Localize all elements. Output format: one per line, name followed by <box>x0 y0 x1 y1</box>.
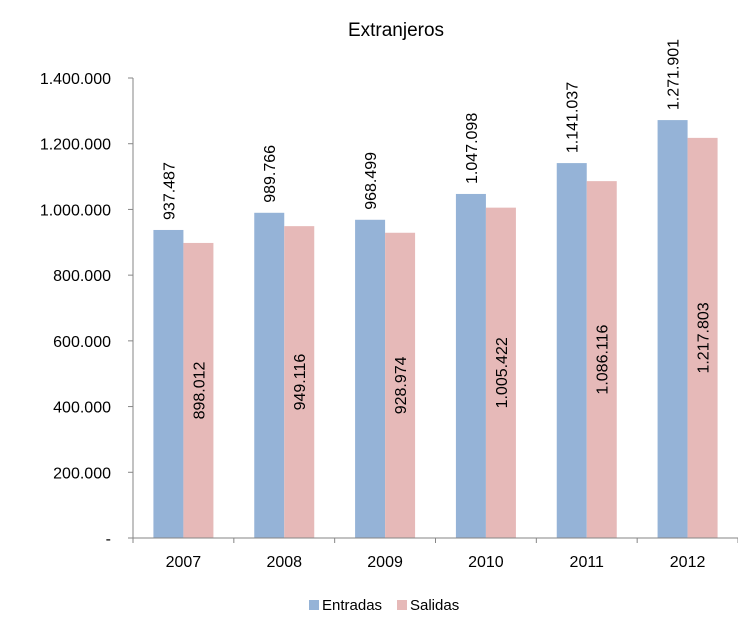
bar-salidas <box>687 137 718 538</box>
bar-salidas <box>183 242 214 539</box>
x-tick-label: 2012 <box>670 554 706 571</box>
y-axis: - 200.000 400.000 600.000 800.000 1.000.000 1.… <box>40 71 134 548</box>
y-tick-label: 1.200.000 <box>40 137 111 154</box>
data-label-entradas: 1.271.901 <box>666 39 683 110</box>
bar-entradas <box>455 193 486 538</box>
legend-label-entradas: Entradas <box>322 597 382 614</box>
x-tick-label: 2008 <box>266 554 302 571</box>
y-tick-label: 1.400.000 <box>40 71 111 88</box>
bar-salidas <box>284 226 315 539</box>
bars <box>153 120 718 539</box>
bar-salidas <box>485 207 516 538</box>
bar-entradas <box>657 120 688 539</box>
data-label-salidas: 928.974 <box>393 356 410 414</box>
y-tick-label: 200.000 <box>53 465 111 482</box>
data-label-entradas: 1.047.098 <box>464 113 481 184</box>
data-label-entradas: 937.487 <box>161 162 178 220</box>
data-label-salidas: 1.217.803 <box>696 302 713 373</box>
data-label-salidas: 1.005.422 <box>494 337 511 408</box>
data-label-entradas: 989.766 <box>262 145 279 203</box>
x-tick-label: 2007 <box>166 554 202 571</box>
y-tick-label: 400.000 <box>53 400 111 417</box>
bar-entradas <box>355 219 386 538</box>
x-tick-label: 2011 <box>570 554 605 571</box>
x-axis: 2007 2008 2009 2010 2011 2012 <box>132 537 738 571</box>
data-label-salidas: 949.116 <box>292 354 309 411</box>
y-tick-label: 800.000 <box>53 268 111 285</box>
bar-entradas <box>254 212 285 538</box>
data-labels: 937.487 898.012 989.766 949.116 968.499 928.9… <box>161 39 712 420</box>
legend-label-salidas: Salidas <box>410 597 459 614</box>
legend-swatch-salidas <box>397 600 407 610</box>
x-tick-label: 2009 <box>367 554 403 571</box>
data-label-entradas: 1.141.037 <box>565 82 582 153</box>
y-tick-label: - <box>106 531 111 548</box>
legend: Entradas Salidas <box>309 597 459 614</box>
legend-swatch-entradas <box>309 600 319 610</box>
chart-title: Extranjeros <box>348 20 444 41</box>
y-tick-label: 1.000.000 <box>40 202 111 219</box>
bar-entradas <box>556 163 587 539</box>
bar-entradas <box>153 229 184 538</box>
y-tick-label: 600.000 <box>53 334 111 351</box>
bar-salidas <box>385 232 416 538</box>
data-label-salidas: 898.012 <box>191 361 208 419</box>
bar-salidas <box>586 181 617 539</box>
x-tick-label: 2010 <box>468 554 504 571</box>
data-label-entradas: 968.499 <box>363 152 380 210</box>
data-label-salidas: 1.086.116 <box>595 324 612 394</box>
